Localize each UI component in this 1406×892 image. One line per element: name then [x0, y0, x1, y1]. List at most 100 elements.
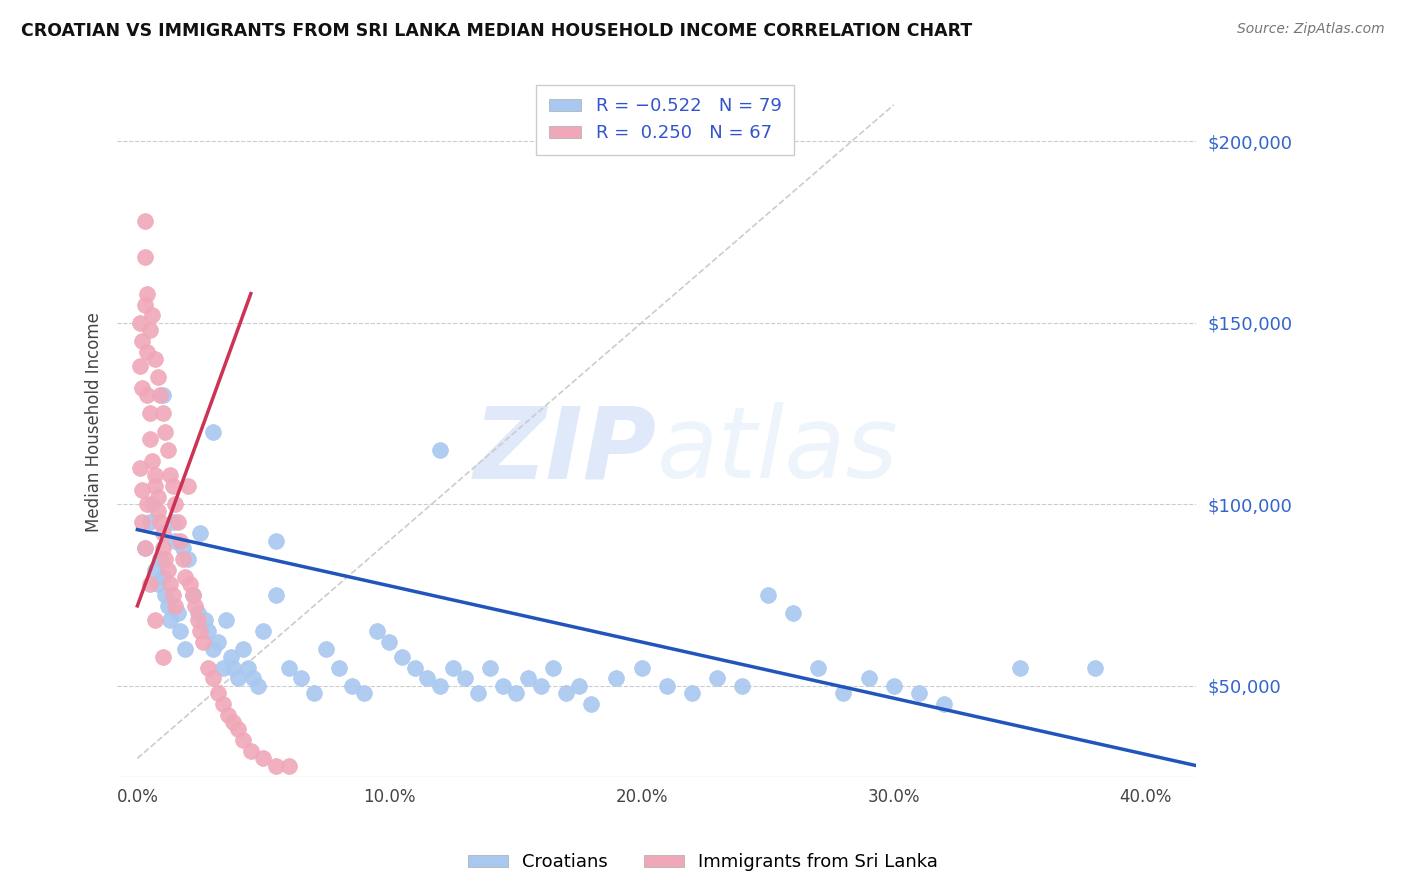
Point — [328, 660, 350, 674]
Point — [454, 672, 477, 686]
Point — [181, 588, 204, 602]
Point — [883, 679, 905, 693]
Point — [908, 686, 931, 700]
Point — [605, 672, 627, 686]
Point — [131, 381, 153, 395]
Point — [134, 541, 156, 555]
Point — [207, 635, 229, 649]
Point — [579, 697, 602, 711]
Point — [139, 407, 162, 421]
Point — [146, 577, 169, 591]
Point — [302, 686, 325, 700]
Point — [197, 660, 219, 674]
Point — [197, 624, 219, 639]
Point — [177, 551, 200, 566]
Point — [134, 297, 156, 311]
Text: Source: ZipAtlas.com: Source: ZipAtlas.com — [1237, 22, 1385, 37]
Point — [128, 316, 150, 330]
Point — [194, 614, 217, 628]
Point — [143, 479, 166, 493]
Point — [222, 714, 245, 729]
Y-axis label: Median Household Income: Median Household Income — [86, 312, 103, 533]
Point — [226, 723, 249, 737]
Point — [146, 370, 169, 384]
Point — [174, 570, 197, 584]
Point — [172, 541, 194, 555]
Point — [222, 660, 245, 674]
Point — [340, 679, 363, 693]
Point — [141, 497, 163, 511]
Point — [190, 624, 212, 639]
Point — [242, 672, 264, 686]
Point — [149, 516, 172, 530]
Point — [238, 660, 260, 674]
Point — [141, 309, 163, 323]
Point — [706, 672, 728, 686]
Point — [179, 577, 201, 591]
Point — [505, 686, 527, 700]
Point — [378, 635, 401, 649]
Point — [441, 660, 464, 674]
Point — [219, 649, 242, 664]
Point — [315, 642, 337, 657]
Point — [156, 599, 179, 613]
Point — [153, 588, 176, 602]
Point — [429, 442, 451, 457]
Point — [174, 642, 197, 657]
Point — [139, 432, 162, 446]
Point — [832, 686, 855, 700]
Point — [1008, 660, 1031, 674]
Point — [139, 323, 162, 337]
Point — [153, 551, 176, 566]
Point — [226, 672, 249, 686]
Point — [159, 468, 181, 483]
Point — [568, 679, 591, 693]
Point — [187, 606, 209, 620]
Point — [181, 588, 204, 602]
Point — [149, 388, 172, 402]
Point — [232, 642, 254, 657]
Point — [858, 672, 880, 686]
Point — [146, 504, 169, 518]
Point — [134, 214, 156, 228]
Point — [162, 479, 184, 493]
Point — [162, 588, 184, 602]
Point — [201, 425, 224, 439]
Point — [517, 672, 540, 686]
Point — [169, 533, 191, 548]
Point — [134, 541, 156, 555]
Point — [143, 468, 166, 483]
Point — [239, 744, 262, 758]
Point — [201, 672, 224, 686]
Point — [252, 624, 274, 639]
Point — [353, 686, 375, 700]
Point — [429, 679, 451, 693]
Point — [184, 599, 207, 613]
Point — [214, 614, 236, 628]
Point — [143, 614, 166, 628]
Point — [391, 649, 413, 664]
Point — [143, 351, 166, 366]
Point — [169, 624, 191, 639]
Point — [152, 526, 174, 541]
Point — [134, 250, 156, 264]
Point — [201, 642, 224, 657]
Point — [264, 533, 287, 548]
Point — [136, 344, 159, 359]
Point — [212, 697, 235, 711]
Point — [166, 516, 188, 530]
Point — [277, 758, 299, 772]
Point — [290, 672, 312, 686]
Point — [165, 533, 187, 548]
Point — [277, 660, 299, 674]
Point — [191, 635, 214, 649]
Point — [681, 686, 703, 700]
Point — [207, 686, 229, 700]
Point — [156, 442, 179, 457]
Point — [530, 679, 553, 693]
Point — [131, 483, 153, 497]
Point — [731, 679, 754, 693]
Point — [131, 516, 153, 530]
Point — [152, 407, 174, 421]
Point — [136, 286, 159, 301]
